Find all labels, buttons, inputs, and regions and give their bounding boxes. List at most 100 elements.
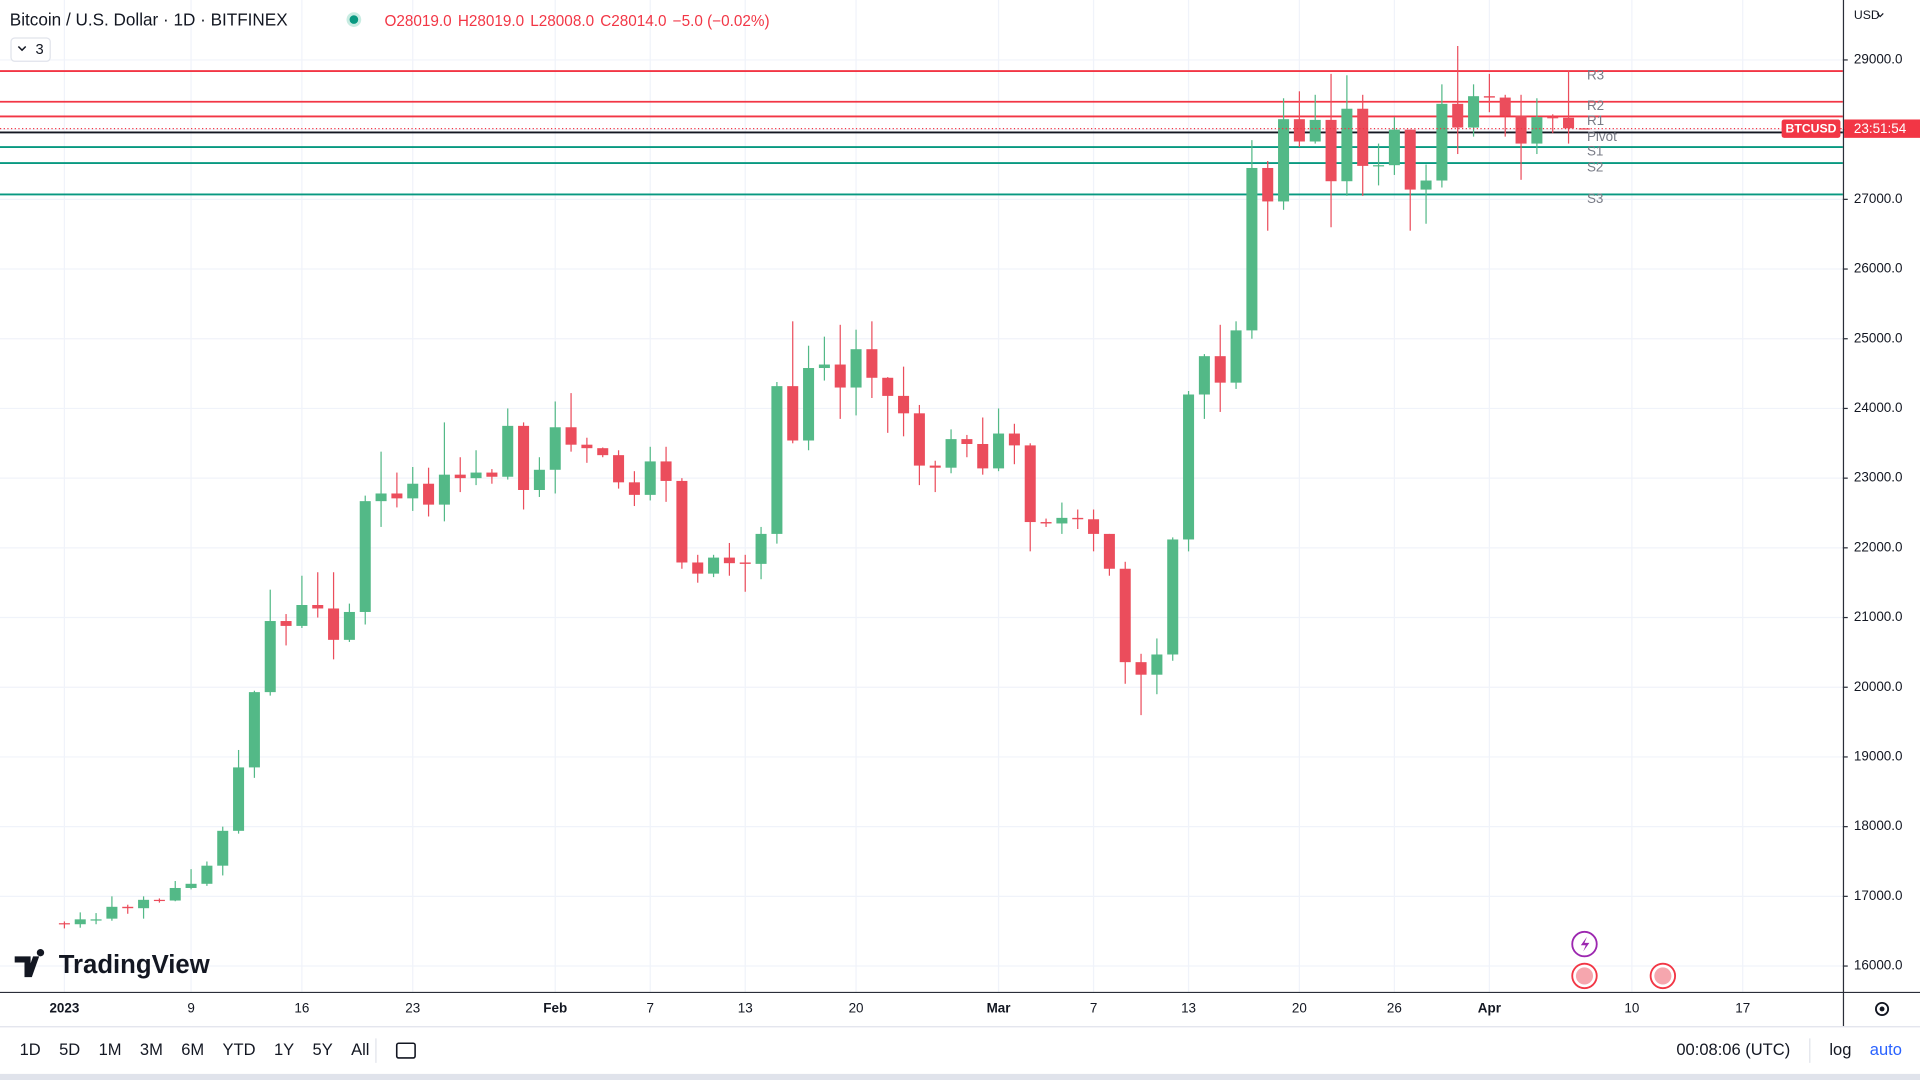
range-button[interactable]: 3M: [140, 1040, 163, 1059]
x-tick-label: Mar: [987, 1001, 1012, 1016]
auto-toggle[interactable]: auto: [1870, 1040, 1902, 1059]
range-button[interactable]: 1D: [20, 1040, 41, 1059]
chevron-icon: [17, 46, 27, 52]
range-button[interactable]: 6M: [181, 1040, 204, 1059]
lightning-icon: [1580, 936, 1590, 952]
range-button[interactable]: 5Y: [313, 1040, 333, 1059]
x-tick-label: 10: [1624, 1001, 1639, 1016]
indicator-toggle[interactable]: [10, 37, 51, 62]
range-button[interactable]: 5D: [59, 1040, 80, 1059]
candle-body: [961, 439, 973, 444]
ohlc-value: C28014.0: [600, 13, 666, 30]
candle-body: [708, 557, 720, 574]
candle-body: [280, 621, 292, 626]
candle-body: [1515, 115, 1527, 144]
candle-body: [1278, 119, 1290, 202]
candle-body: [913, 413, 925, 466]
candle-body: [1547, 117, 1559, 119]
candle-body: [898, 395, 910, 414]
y-tick-label: 22000.0: [1854, 539, 1903, 554]
y-tick-label: 25000.0: [1854, 330, 1903, 345]
candle-body: [1072, 517, 1084, 520]
candle-body: [597, 448, 609, 456]
candle-body: [1483, 96, 1495, 98]
candle-body: [343, 611, 355, 640]
candle-body: [1325, 119, 1337, 182]
range-button[interactable]: YTD: [223, 1040, 256, 1059]
x-tick-label: 16: [294, 1001, 309, 1016]
candle-body: [486, 472, 498, 477]
candle-body: [153, 899, 165, 902]
candle-body: [549, 427, 561, 470]
candle-body: [1088, 519, 1100, 534]
candle-body: [328, 608, 340, 640]
bottom-strip: [0, 1073, 1920, 1080]
range-button[interactable]: 1Y: [274, 1040, 294, 1059]
candle-body: [1167, 539, 1179, 655]
currency-label[interactable]: USD: [1854, 8, 1880, 22]
ohlc-value: H28019.0: [458, 13, 524, 30]
candle-body: [375, 493, 387, 502]
candle-body: [1309, 119, 1321, 142]
log-toggle[interactable]: log: [1829, 1040, 1851, 1059]
y-tick-label: 23000.0: [1854, 470, 1903, 485]
candle-body: [518, 425, 530, 490]
candle-body: [1024, 445, 1036, 523]
candle-body: [201, 865, 213, 884]
candle-body: [296, 604, 308, 626]
range-button[interactable]: 1M: [99, 1040, 122, 1059]
y-tick-label: 16000.0: [1854, 958, 1903, 973]
candle-body: [1531, 117, 1543, 144]
candle-body: [90, 919, 102, 921]
candle-body: [850, 349, 862, 388]
countdown-label: 23:51:54: [1854, 121, 1907, 136]
ohlc-value: O28019.0: [384, 13, 451, 30]
candle-body: [1198, 356, 1210, 395]
candle-body: [185, 883, 197, 888]
candle-body: [217, 830, 229, 866]
pivot-label: S3: [1587, 191, 1603, 206]
pivot-label: R2: [1587, 98, 1604, 113]
x-tick-label: Apr: [1478, 1001, 1502, 1016]
candle-body: [1183, 394, 1195, 540]
y-tick-label: 19000.0: [1854, 749, 1903, 764]
candle-body: [233, 767, 245, 831]
candle-body: [1452, 103, 1464, 128]
candle-body: [803, 368, 815, 441]
candle-body: [533, 469, 545, 490]
indicator-count: 3: [36, 42, 44, 58]
pivot-label: S2: [1587, 160, 1603, 175]
x-tick-label: 20: [849, 1001, 864, 1016]
range-button[interactable]: All: [351, 1040, 369, 1059]
candle-body: [106, 906, 118, 919]
pivot-label: R3: [1587, 68, 1604, 83]
candle-body: [58, 923, 70, 925]
settings-icon[interactable]: [1875, 1001, 1890, 1017]
candle-body: [1404, 129, 1416, 190]
candle-body: [1103, 533, 1115, 569]
gear: [1875, 1001, 1890, 1017]
candle-body: [1008, 433, 1020, 446]
candle-body: [1563, 117, 1575, 129]
candle-body: [438, 474, 450, 505]
clock[interactable]: 00:08:06 (UTC): [1676, 1040, 1790, 1059]
candle-body: [470, 472, 482, 479]
candle-body: [660, 461, 672, 481]
y-tick-label: 29000.0: [1854, 52, 1903, 67]
x-tick-label: Feb: [543, 1001, 567, 1016]
symbol-tag: [1781, 119, 1841, 138]
candle-body: [359, 501, 371, 612]
y-tick-label: 26000.0: [1854, 261, 1903, 276]
logo-text: TradingView: [59, 951, 211, 979]
compare-icon[interactable]: [395, 1042, 416, 1059]
symbol-title[interactable]: Bitcoin / U.S. Dollar · 1D · BITFINEX: [10, 9, 288, 29]
candle-body: [502, 425, 514, 477]
candle-body: [169, 887, 181, 901]
candle-body: [1388, 129, 1400, 166]
pivot-label: R1: [1587, 113, 1604, 128]
y-tick-label: 20000.0: [1854, 679, 1903, 694]
candle-body: [692, 562, 704, 574]
